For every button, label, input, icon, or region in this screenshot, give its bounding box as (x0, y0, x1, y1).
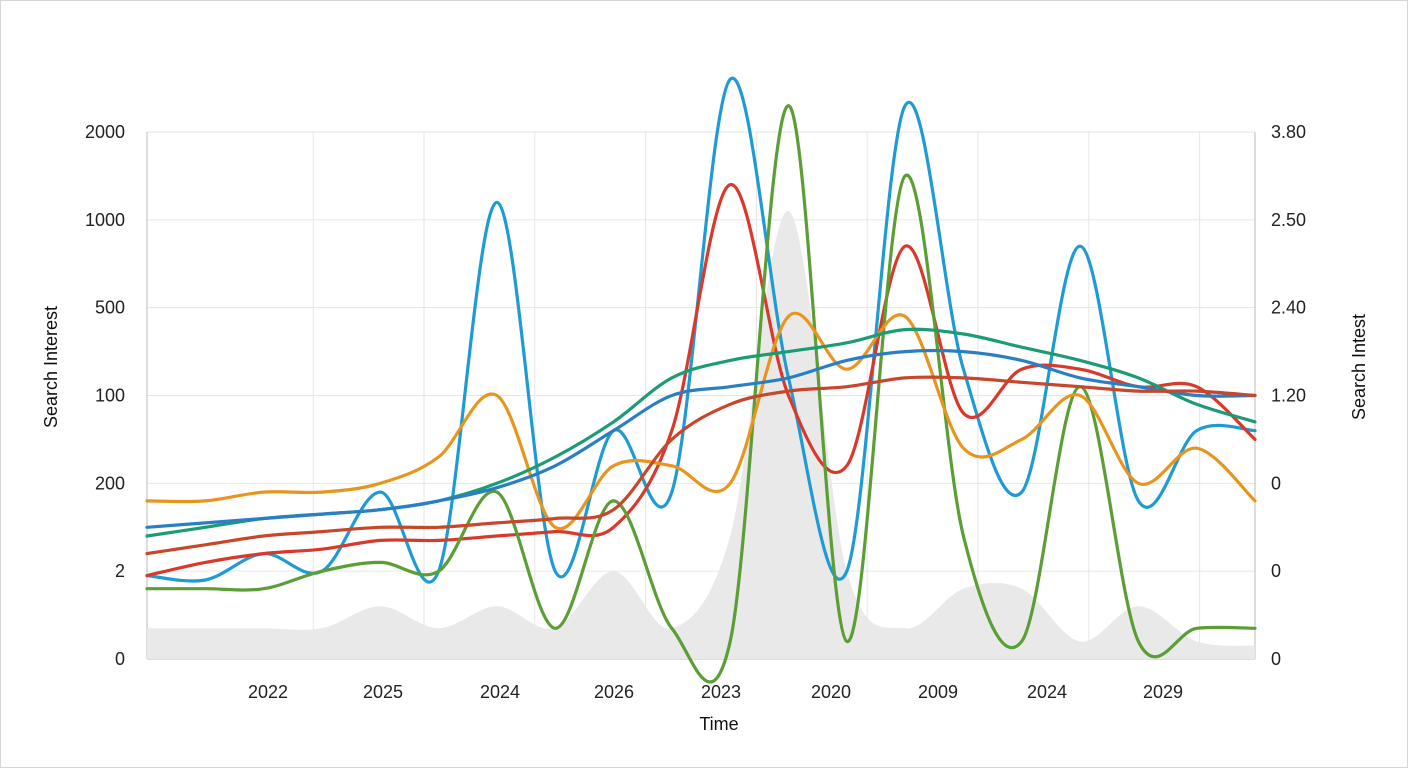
y-tick-right: 2.50 (1271, 210, 1306, 230)
y-tick-right: 1.20 (1271, 386, 1306, 406)
y-tick-left: 500 (95, 298, 125, 318)
y-tick-left: 1000 (85, 210, 125, 230)
y-tick-right: 0 (1271, 473, 1281, 493)
series-line-2 (145, 183, 1257, 578)
y-tick-left: 100 (95, 386, 125, 406)
y-axis-right-title: Search Intest (1349, 314, 1369, 420)
y-tick-left: 2000 (85, 122, 125, 142)
x-tick: 2022 (248, 682, 288, 702)
x-axis: 2022 2025 2024 2026 2023 2020 2009 2024 2029 (248, 682, 1183, 702)
y-tick-right: 0 (1271, 561, 1281, 581)
y-tick-right: 3.80 (1271, 122, 1306, 142)
series-line-1 (145, 76, 1257, 584)
series-lines (145, 76, 1257, 684)
y-tick-left: 2 (115, 561, 125, 581)
y-axis-left: 2000 1000 500 100 200 2 0 (85, 122, 125, 669)
x-tick: 2029 (1143, 682, 1183, 702)
y-axis-left-title: Search Interest (41, 306, 61, 428)
x-axis-title: Time (699, 714, 738, 734)
area-fill (147, 211, 1255, 659)
x-tick: 2026 (594, 682, 634, 702)
y-axis-right: 3.80 2.50 2.40 1.20 0 0 0 (1271, 122, 1306, 669)
y-tick-right: 2.40 (1271, 298, 1306, 318)
series-line-6 (145, 348, 1257, 529)
y-tick-left: 200 (95, 473, 125, 493)
x-tick: 2023 (701, 682, 741, 702)
y-tick-right: 0 (1271, 649, 1281, 669)
series-line-4 (145, 311, 1257, 531)
x-tick: 2025 (363, 682, 403, 702)
series-line-3 (145, 104, 1257, 684)
x-tick: 2020 (811, 682, 851, 702)
series-line-7 (145, 375, 1257, 556)
area-series (147, 211, 1255, 659)
y-tick-left: 0 (115, 649, 125, 669)
x-tick: 2024 (480, 682, 520, 702)
x-tick: 2009 (918, 682, 958, 702)
x-tick: 2024 (1027, 682, 1067, 702)
grid (146, 131, 1256, 660)
